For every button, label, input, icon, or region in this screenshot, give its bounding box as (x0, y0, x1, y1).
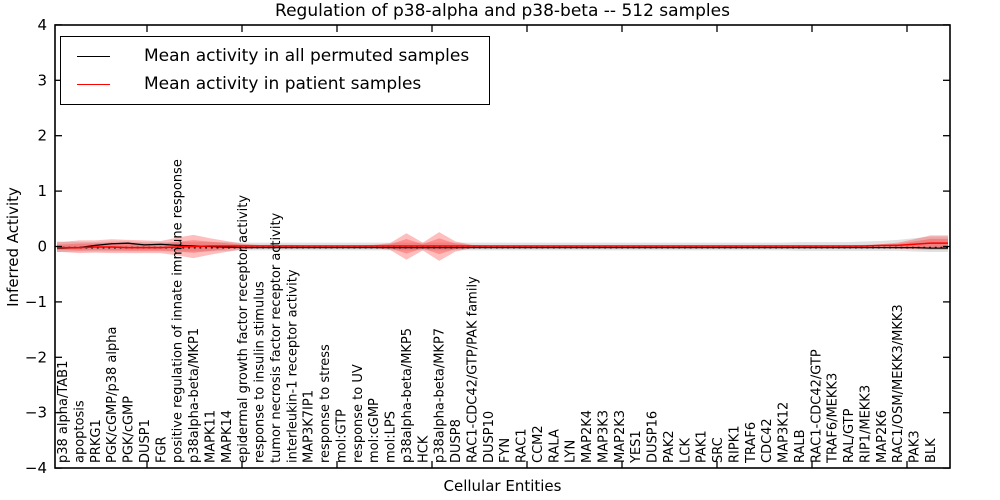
y-tick-label: −3 (25, 404, 47, 422)
patient-line-swatch (77, 83, 110, 85)
x-category-label: PAK3 (908, 430, 923, 463)
y-tick-label: 2 (37, 127, 47, 145)
x-category-label: MAP2K6 (875, 410, 890, 463)
x-category-label: RAC1-CDC42/GTP (809, 349, 824, 463)
x-category-label: MAP2K4 (580, 410, 595, 463)
legend-label-patient: Mean activity in patient samples (144, 74, 422, 94)
x-category-label: LYN (564, 440, 579, 463)
legend-item-permuted: Mean activity in all permuted samples (69, 42, 469, 70)
x-category-label: RAL/GTP (842, 408, 857, 463)
x-category-label: PGK/cGMP/p38 alpha (105, 327, 120, 463)
x-category-label: PAK2 (662, 430, 677, 463)
x-category-label: MAPK11 (203, 410, 218, 463)
x-category-label: response to insulin stimulus (253, 281, 268, 463)
patient-mean-line (57, 242, 948, 249)
x-category-label: apoptosis (72, 400, 87, 463)
y-tick-label: 1 (37, 182, 47, 200)
x-category-label: TRAF6/MEKK3 (826, 373, 841, 464)
y-tick-label: 3 (37, 71, 47, 89)
x-category-label: RIP1/MEKK3 (858, 385, 873, 463)
x-category-label: mol:GTP (334, 409, 349, 463)
x-category-label: PRKG1 (89, 419, 104, 463)
x-category-label: MAP3K12 (777, 402, 792, 463)
x-axis-label: Cellular Entities (443, 477, 562, 495)
x-category-label: RAC1-CDC42/GTP/PAK family (465, 276, 480, 463)
x-category-label: RAC1 (515, 428, 530, 463)
x-category-label: CDC42 (760, 418, 775, 463)
x-category-label: YES1 (629, 430, 644, 464)
x-category-label: FYN (498, 438, 513, 463)
x-category-label: LCK (678, 438, 693, 463)
x-category-label: DUSP10 (482, 411, 497, 463)
x-category-label: response to UV (351, 364, 366, 463)
x-category-label: p38alpha-beta/MKP5 (400, 328, 415, 463)
legend-item-patient: Mean activity in patient samples (69, 70, 469, 98)
y-axis-label: Inferred Activity (4, 187, 22, 307)
x-category-label: epidermal growth factor receptor activit… (236, 195, 251, 463)
x-category-label: TRAF6 (744, 422, 759, 464)
x-category-label: PAK1 (695, 430, 710, 463)
x-category-label: p38alpha-beta/MKP1 (187, 328, 202, 463)
x-category-label: p38alpha-beta/MKP7 (433, 328, 448, 463)
y-tick-label: −1 (25, 293, 47, 311)
x-category-label: DUSP16 (646, 411, 661, 463)
x-category-label: MAP3K3 (596, 410, 611, 463)
x-category-label: PGK/cGMP (122, 396, 137, 463)
y-tick-label: −4 (25, 459, 47, 477)
x-category-label: response to stress (318, 344, 333, 463)
x-category-label: positive regulation of innate immune res… (171, 159, 186, 463)
chart-title: Regulation of p38-alpha and p38-beta -- … (275, 1, 730, 21)
x-category-label: RALB (793, 429, 808, 463)
x-category-label: CCM2 (531, 425, 546, 463)
y-tick-label: −2 (25, 348, 47, 366)
x-category-label: interleukin-1 receptor activity (285, 269, 300, 463)
x-category-label: p38 alpha/TAB1 (56, 361, 71, 463)
x-category-label: MAP2K3 (613, 410, 628, 463)
x-category-label: RALA (547, 429, 562, 463)
y-tick-label: 4 (37, 16, 47, 34)
x-category-label: SRC (711, 437, 726, 463)
x-category-label: BLK (924, 438, 939, 463)
permuted-line-swatch (77, 55, 110, 57)
y-tick-label: 0 (37, 238, 47, 256)
x-category-label: RIPK1 (727, 425, 742, 463)
x-category-label: DUSP8 (449, 419, 464, 463)
x-category-label: DUSP1 (138, 419, 153, 463)
legend: Mean activity in all permuted samples Me… (60, 36, 491, 105)
legend-label-permuted: Mean activity in all permuted samples (144, 46, 470, 66)
x-category-label: mol:LPS (384, 411, 399, 463)
x-category-label: HCK (416, 435, 431, 463)
x-category-label: FGR (154, 436, 169, 463)
x-category-label: MAPK14 (220, 410, 235, 463)
x-category-label: RAC1/OSM/MEKK3/MKK3 (891, 304, 906, 463)
x-category-label: mol:cGMP (367, 398, 382, 463)
x-category-label: tumor necrosis factor receptor activity (269, 212, 284, 463)
x-category-label: MAP3K7IP1 (302, 390, 317, 463)
